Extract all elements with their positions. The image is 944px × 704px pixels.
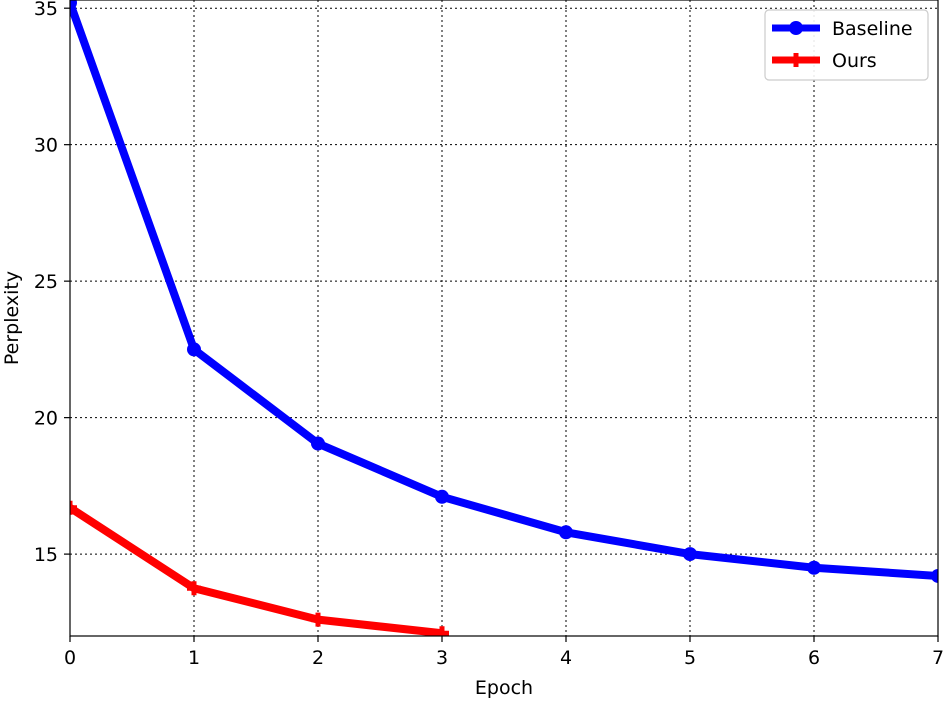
grid — [69, 0, 939, 636]
y-tick-label-15: 15 — [34, 544, 58, 566]
data-point-baseline-1 — [187, 342, 201, 357]
x-tick-label-4: 4 — [560, 647, 572, 669]
data-point-baseline-0 — [70, 0, 77, 10]
data-point-baseline-2 — [311, 436, 325, 451]
y-axis-label: Perplexity — [1, 271, 23, 365]
legend-label-baseline: Baseline — [832, 18, 913, 40]
y-tick-label-35: 35 — [34, 0, 58, 20]
series-layer — [70, 0, 938, 636]
x-tick-label-0: 0 — [64, 647, 76, 669]
series-baseline — [70, 0, 938, 583]
data-point-ours-0 — [70, 500, 77, 515]
x-tick-label-7: 7 — [932, 647, 944, 669]
legend: Baseline Ours — [764, 9, 929, 81]
ticks: 0 1 2 3 4 5 6 7 15 20 25 30 35 — [34, 0, 944, 669]
series-line-ours — [70, 504, 443, 636]
data-point-ours-3 — [435, 626, 449, 636]
series-line-baseline — [70, 1, 938, 580]
x-tick-label-5: 5 — [684, 647, 696, 669]
data-point-baseline-6 — [807, 560, 821, 575]
data-point-baseline-7 — [931, 568, 938, 583]
data-point-ours-1 — [187, 581, 201, 596]
legend-marker-baseline — [789, 21, 803, 35]
x-tick-label-3: 3 — [436, 647, 448, 669]
y-tick-label-20: 20 — [34, 408, 58, 430]
plot-frame — [69, 0, 939, 637]
data-point-ours-2 — [311, 612, 325, 627]
y-tick-label-25: 25 — [34, 271, 58, 293]
data-point-baseline-5 — [683, 547, 697, 562]
x-tick-label-6: 6 — [808, 647, 820, 669]
data-point-baseline-3 — [435, 489, 449, 504]
legend-marker-ours — [789, 53, 803, 67]
y-tick-label-30: 30 — [34, 135, 58, 157]
series-ours — [70, 500, 449, 636]
x-axis-label: Epoch — [475, 677, 533, 699]
data-point-baseline-4 — [559, 525, 573, 540]
legend-label-ours: Ours — [832, 50, 877, 72]
x-tick-label-2: 2 — [312, 647, 324, 669]
x-tick-label-1: 1 — [188, 647, 200, 669]
